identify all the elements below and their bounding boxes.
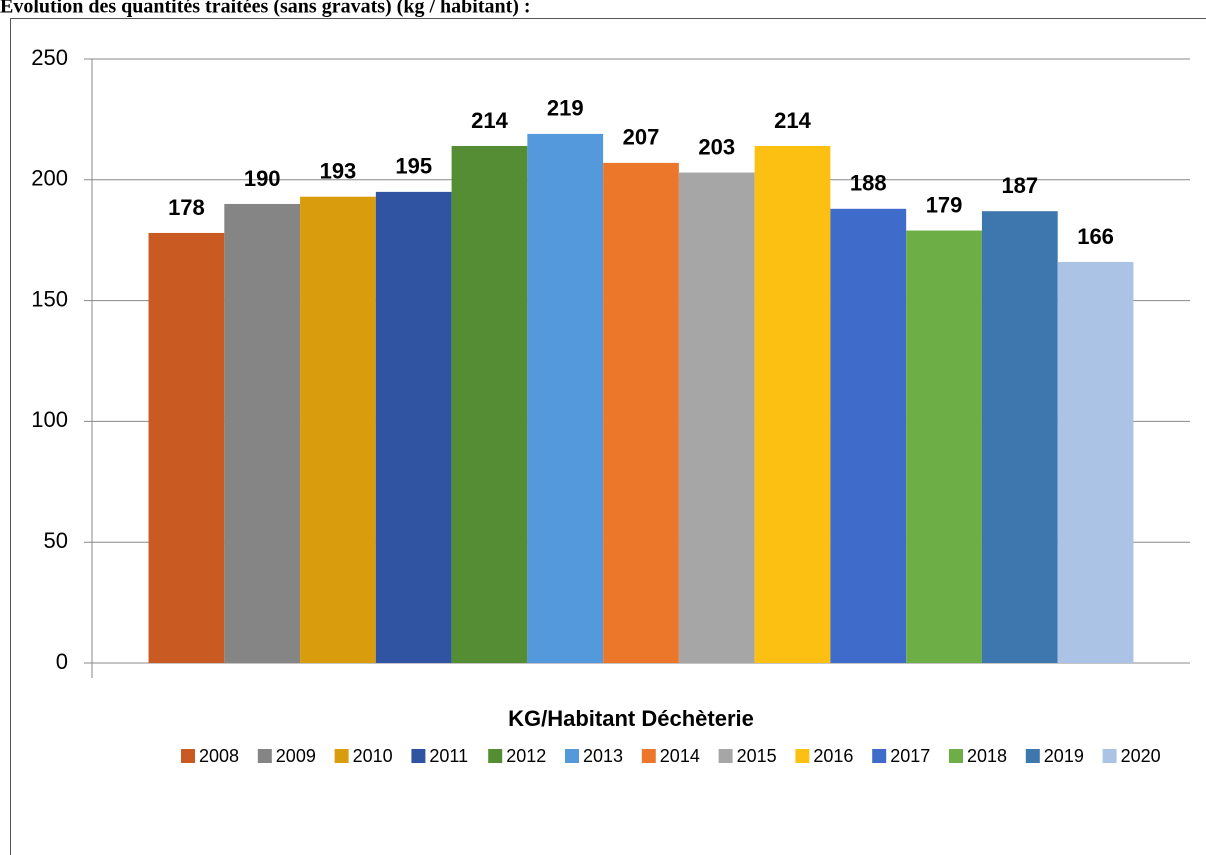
bar xyxy=(754,145,831,663)
legend-label: 2017 xyxy=(890,746,930,766)
chart-title: Évolution des quantités traitées (sans g… xyxy=(0,0,531,18)
y-tick-label: 100 xyxy=(31,407,68,432)
legend-swatch xyxy=(1025,749,1040,763)
value-label: 166 xyxy=(1077,224,1114,249)
bar xyxy=(300,196,376,663)
value-label: 214 xyxy=(774,108,811,133)
legend-swatch xyxy=(257,749,272,763)
legend-label: 2013 xyxy=(583,746,623,766)
legend-label: 2016 xyxy=(813,746,853,766)
bar xyxy=(224,203,301,663)
legend-label: 2010 xyxy=(353,746,393,766)
y-tick-label: 50 xyxy=(44,528,68,553)
bar xyxy=(527,133,604,663)
bar xyxy=(375,191,452,663)
value-label: 195 xyxy=(395,154,432,179)
legend-label: 2018 xyxy=(967,746,1007,766)
bar xyxy=(981,211,1058,663)
value-label: 219 xyxy=(547,96,584,121)
bar xyxy=(451,145,528,663)
legend-swatch xyxy=(334,749,349,763)
value-label: 214 xyxy=(471,108,508,133)
legend-label: 2008 xyxy=(199,746,239,766)
y-tick-label: 150 xyxy=(31,286,68,311)
legend-label: 2020 xyxy=(1121,746,1161,766)
value-label: 203 xyxy=(698,134,735,159)
legend-swatch xyxy=(1102,749,1117,763)
legend-swatch xyxy=(795,749,810,763)
value-label: 179 xyxy=(926,192,963,217)
bar xyxy=(148,232,225,663)
legend-swatch xyxy=(411,749,426,763)
value-label: 207 xyxy=(623,125,660,150)
value-label: 187 xyxy=(1001,173,1038,198)
legend-swatch xyxy=(949,749,963,763)
bar xyxy=(906,230,982,663)
legend-swatch xyxy=(565,749,579,763)
value-label: 193 xyxy=(320,159,357,184)
legend-swatch xyxy=(181,749,195,763)
bar xyxy=(830,208,907,664)
legend-label: 2019 xyxy=(1044,746,1084,766)
legend-swatch xyxy=(718,749,733,763)
bar xyxy=(1057,261,1134,663)
y-tick-label: 250 xyxy=(31,45,68,70)
legend-label: 2009 xyxy=(276,746,316,766)
legend-swatch xyxy=(872,749,887,763)
bar xyxy=(603,162,679,663)
legend-label: 2012 xyxy=(506,746,546,766)
legend-label: 2014 xyxy=(660,746,700,766)
legend-swatch xyxy=(488,749,503,763)
legend-label: 2015 xyxy=(737,746,777,766)
y-tick-label: 0 xyxy=(56,649,68,674)
bar xyxy=(678,172,755,663)
value-label: 178 xyxy=(168,195,205,220)
legend-swatch xyxy=(641,749,656,763)
value-label: 188 xyxy=(850,171,887,196)
x-category-label: KG/Habitant Déchèterie xyxy=(508,706,754,731)
legend-label: 2011 xyxy=(429,746,468,766)
y-tick-label: 200 xyxy=(31,166,68,191)
chart-border xyxy=(10,18,1206,855)
value-label: 190 xyxy=(244,166,281,191)
